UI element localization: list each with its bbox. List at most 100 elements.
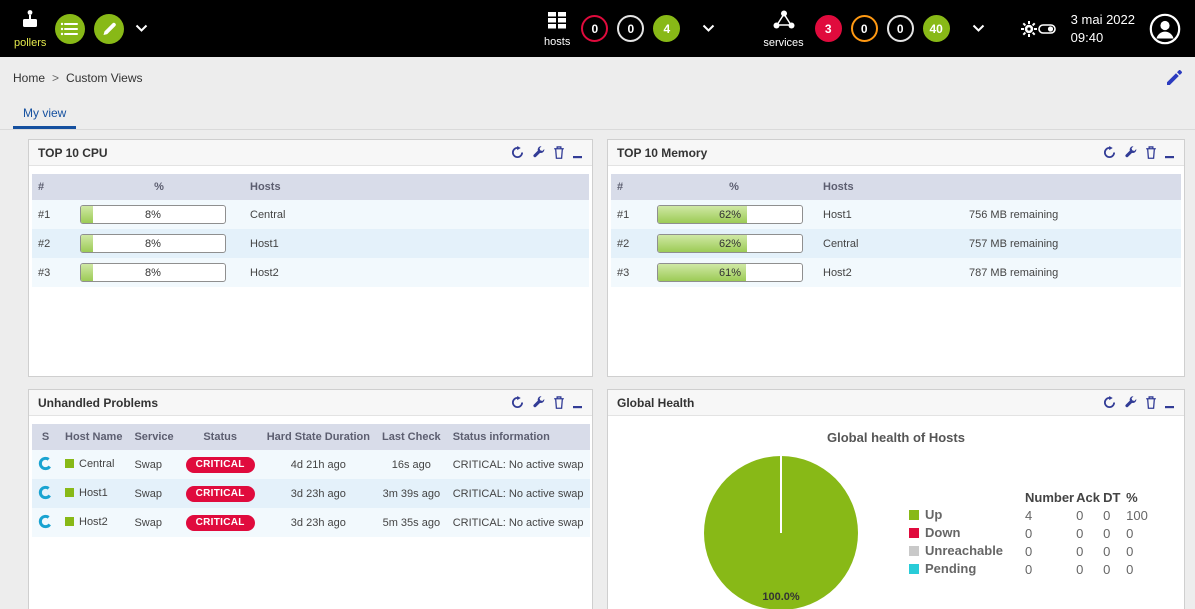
severity-cell bbox=[32, 508, 59, 537]
user-avatar-icon[interactable] bbox=[1149, 13, 1181, 45]
host-name-text: Host2 bbox=[79, 515, 108, 528]
refresh-icon[interactable] bbox=[511, 146, 524, 159]
column-header: % bbox=[651, 174, 817, 200]
table-row[interactable]: #2 62% Central 757 MB remaining bbox=[611, 229, 1181, 258]
table-row[interactable]: Central Swap CRITICAL 4d 21h ago 16s ago CRIT… bbox=[32, 450, 590, 479]
usage-bar-fill bbox=[81, 206, 93, 223]
column-header: Service bbox=[128, 424, 180, 450]
legend-column-header: Number bbox=[1025, 489, 1075, 505]
green-status-square bbox=[65, 459, 74, 469]
table-row[interactable]: #2 8% Host1 bbox=[32, 229, 589, 258]
chevron-down-icon[interactable] bbox=[972, 24, 985, 33]
status-badge[interactable]: 4 bbox=[653, 15, 681, 42]
list-circle-icon[interactable] bbox=[55, 13, 86, 44]
status-badge[interactable]: 0 bbox=[886, 15, 914, 42]
view-tabs: My view bbox=[0, 99, 1195, 130]
refresh-icon[interactable] bbox=[1103, 146, 1116, 159]
tab-my-view[interactable]: My view bbox=[13, 99, 77, 129]
memory-remaining-cell: 756 MB remaining bbox=[969, 208, 1059, 221]
legend-row: Unreachable 0 0 0 0 bbox=[908, 542, 1167, 560]
edit-circle-icon[interactable] bbox=[94, 13, 125, 44]
usage-bar: 62% bbox=[657, 205, 803, 224]
table-cell: 8% bbox=[74, 200, 244, 229]
minimize-icon[interactable] bbox=[1165, 146, 1175, 159]
breadcrumb-item[interactable]: Custom Views bbox=[66, 71, 143, 85]
table-row[interactable]: #3 8% Host2 bbox=[32, 258, 589, 287]
wrench-icon[interactable] bbox=[532, 146, 545, 159]
trash-icon[interactable] bbox=[553, 396, 565, 409]
host-cell-text: Host1 bbox=[250, 237, 279, 250]
table-row[interactable]: #1 62% Host1 756 MB remaining bbox=[611, 200, 1181, 229]
refresh-icon[interactable] bbox=[511, 396, 524, 409]
status-badge[interactable]: 40 bbox=[922, 15, 950, 42]
wrench-icon[interactable] bbox=[1124, 146, 1137, 159]
hosts-menu[interactable]: hosts bbox=[544, 10, 570, 48]
host-name-text: Central bbox=[79, 457, 115, 470]
widget-global-health: Global Health Global health of Hosts 100… bbox=[607, 389, 1185, 609]
topbar-right: 3 mai 2022 09:40 bbox=[1019, 11, 1181, 46]
legend-header-spacer bbox=[908, 488, 1024, 506]
table-cell: 8% bbox=[74, 258, 244, 287]
usage-bar-fill bbox=[658, 264, 746, 281]
host-name-cell: Host2 bbox=[59, 508, 128, 537]
column-header: Host Name bbox=[59, 424, 129, 450]
legend-header-row: Number Ack DT% bbox=[908, 488, 1167, 506]
legend-value-cell: 0 bbox=[1025, 543, 1033, 559]
column-header bbox=[963, 174, 1181, 200]
legend-value-cell: 0 bbox=[1103, 525, 1111, 541]
widget-header: TOP 10 Memory bbox=[608, 140, 1184, 166]
chevron-down-icon[interactable] bbox=[135, 24, 148, 33]
chevron-down-icon[interactable] bbox=[702, 24, 715, 33]
services-menu[interactable]: services bbox=[763, 9, 804, 49]
status-badge[interactable]: 0 bbox=[581, 15, 609, 42]
minimize-icon[interactable] bbox=[1165, 396, 1175, 409]
time-text: 09:40 bbox=[1070, 29, 1104, 45]
usage-bar: 8% bbox=[80, 234, 226, 253]
status-badge[interactable]: 3 bbox=[814, 15, 842, 42]
legend-value-cell: 0 bbox=[1126, 525, 1134, 541]
minimize-icon[interactable] bbox=[573, 396, 583, 409]
widget-title: Global Health bbox=[617, 395, 695, 410]
status-badge[interactable]: 0 bbox=[617, 15, 645, 42]
table-row[interactable]: Host1 Swap CRITICAL 3d 23h ago 3m 39s ago CRI… bbox=[32, 479, 590, 508]
legend-value-cell: 0 bbox=[1103, 543, 1111, 559]
breadcrumb-item[interactable]: Home bbox=[13, 71, 46, 85]
widget-header: Unhandled Problems bbox=[29, 390, 592, 416]
pollers-menu[interactable]: pollers bbox=[14, 9, 46, 49]
legend-label-text: Down bbox=[925, 525, 961, 541]
status-badge[interactable]: 0 bbox=[850, 15, 878, 42]
refresh-icon[interactable] bbox=[1103, 396, 1116, 409]
trash-icon[interactable] bbox=[1145, 146, 1157, 159]
last-check-cell: 16s ago bbox=[391, 458, 431, 471]
table-row[interactable]: #1 8% Central bbox=[32, 200, 589, 229]
table-row[interactable]: #3 61% Host2 787 MB remaining bbox=[611, 258, 1181, 287]
severity-cell bbox=[32, 450, 59, 479]
usage-bar-fill bbox=[81, 235, 93, 252]
hosts-label: hosts bbox=[544, 35, 571, 48]
wrench-icon[interactable] bbox=[532, 396, 545, 409]
pencil-icon[interactable] bbox=[1165, 69, 1182, 87]
column-header: Status bbox=[179, 424, 261, 450]
gear-toggle-icon[interactable] bbox=[1019, 17, 1057, 41]
duration-cell: 3d 23h ago bbox=[290, 516, 346, 529]
minimize-icon[interactable] bbox=[573, 146, 583, 159]
widget-actions bbox=[1103, 146, 1175, 159]
pollers-label: pollers bbox=[14, 36, 47, 49]
service-cell: Swap bbox=[134, 458, 162, 471]
status-cell: CRITICAL bbox=[180, 450, 261, 479]
host-name-wrap: Central bbox=[65, 458, 114, 470]
widget-unhandled-problems: Unhandled Problems S Host Name Service Stat… bbox=[28, 389, 593, 609]
legend-value-cell: 4 bbox=[1025, 507, 1033, 523]
widget-title: Unhandled Problems bbox=[38, 395, 159, 410]
legend-label-cell: Pending bbox=[908, 560, 1024, 578]
legend-value-cell: 0 bbox=[1103, 507, 1111, 523]
host-name-wrap: Host1 bbox=[65, 487, 108, 499]
trash-icon[interactable] bbox=[1145, 396, 1157, 409]
trash-icon[interactable] bbox=[553, 146, 565, 159]
wrench-icon[interactable] bbox=[1124, 396, 1137, 409]
legend-value-cell: 0 bbox=[1076, 543, 1084, 559]
host-name-wrap: Host2 bbox=[65, 516, 108, 528]
widget-header: TOP 10 CPU bbox=[29, 140, 592, 166]
service-cell: Swap bbox=[134, 487, 162, 500]
table-row[interactable]: Host2 Swap CRITICAL 3d 23h ago 5m 35s ago CRI… bbox=[32, 508, 590, 537]
